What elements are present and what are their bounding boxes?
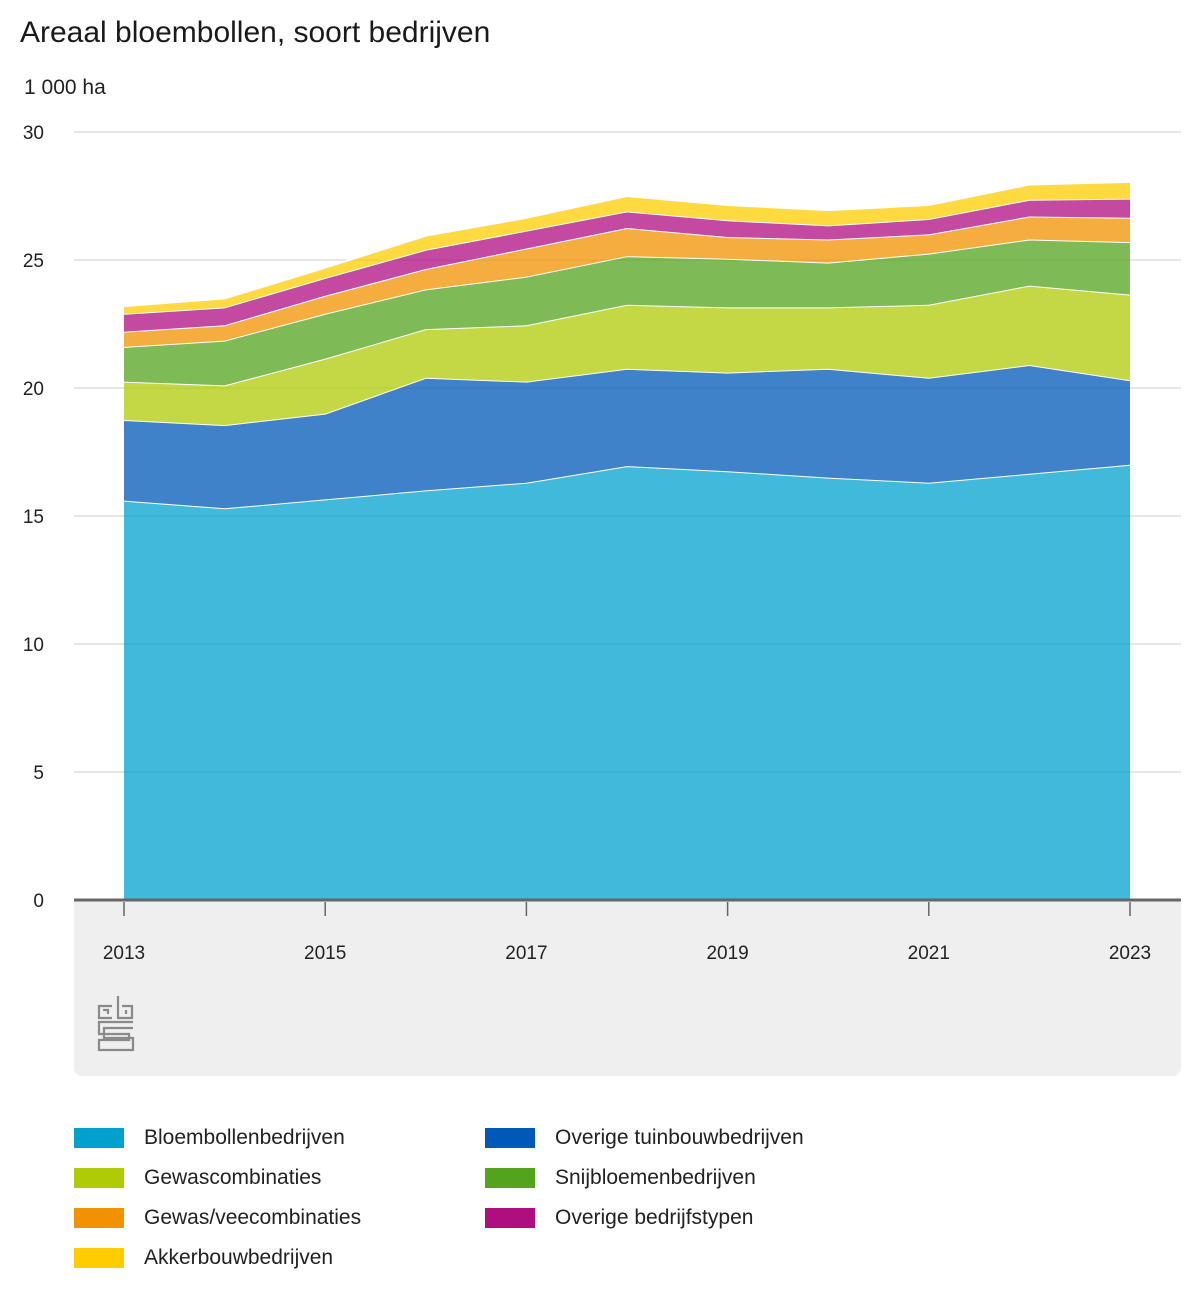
legend-label: Overige bedrijfstypen <box>555 1206 754 1229</box>
area-snijbloemenbedrijven[interactable] <box>124 239 1130 386</box>
legend-label: Bloembollenbedrijven <box>144 1126 345 1149</box>
legend-swatch <box>74 1128 124 1148</box>
area-overige-tuinbouwbedrijven[interactable] <box>124 365 1130 509</box>
y-tick-label: 20 <box>23 379 44 400</box>
area-chart: 0 5 10 15 20 25 30 2013 2015 2017 2019 2021 2023 <box>23 123 1181 964</box>
x-tick-label: 2019 <box>706 943 748 964</box>
x-tick-label: 2021 <box>908 943 950 964</box>
legend-swatch <box>74 1208 124 1228</box>
y-axis-unit-label: 1 000 ha <box>24 76 106 99</box>
area-edge-akkerbouwbedrijven <box>123 180 1131 308</box>
y-tick-label: 30 <box>23 123 44 144</box>
y-tick-label: 15 <box>23 507 44 528</box>
legend-item-gewas-veecombinaties[interactable]: Gewas/veecombinaties <box>74 1198 361 1238</box>
x-tick-label: 2015 <box>304 943 346 964</box>
area-overige-bedrijfstypen[interactable] <box>124 198 1130 332</box>
legend-swatch <box>74 1168 124 1188</box>
x-tick-label: 2017 <box>505 943 547 964</box>
legend-label: Gewas/veecombinaties <box>144 1206 362 1229</box>
legend-label: Akkerbouwbedrijven <box>144 1246 334 1269</box>
y-tick-label: 25 <box>23 251 44 272</box>
legend-label: Overige tuinbouwbedrijven <box>555 1126 804 1149</box>
chart-legend: Bloembollenbedrijven Overige tuinbouwbedr… <box>74 1118 1174 1288</box>
legend-swatch <box>485 1168 535 1188</box>
legend-item-overige-tuinbouwbedrijven[interactable]: Overige tuinbouwbedrijven <box>485 1118 804 1158</box>
legend-item-snijbloemenbedrijven[interactable]: Snijbloemenbedrijven <box>485 1158 756 1198</box>
y-tick-label: 5 <box>33 763 44 784</box>
x-axis-band <box>74 900 1181 1076</box>
area-bloembollenbedrijven[interactable] <box>124 464 1130 900</box>
area-gewas-veecombinaties[interactable] <box>124 216 1130 348</box>
x-tick-label: 2013 <box>103 943 145 964</box>
legend-label: Snijbloemenbedrijven <box>555 1166 756 1189</box>
area-gewascombinaties[interactable] <box>124 285 1130 426</box>
legend-item-bloembollenbedrijven[interactable]: Bloembollenbedrijven <box>74 1118 345 1158</box>
legend-swatch <box>74 1248 124 1268</box>
legend-item-akkerbouwbedrijven[interactable]: Akkerbouwbedrijven <box>74 1238 333 1278</box>
legend-item-gewascombinaties[interactable]: Gewascombinaties <box>74 1158 321 1198</box>
legend-item-overige-bedrijfstypen[interactable]: Overige bedrijfstypen <box>485 1198 753 1238</box>
y-tick-label: 10 <box>23 635 44 656</box>
area-akkerbouwbedrijven[interactable] <box>124 181 1130 314</box>
x-tick-label: 2023 <box>1109 943 1151 964</box>
legend-swatch <box>485 1208 535 1228</box>
y-tick-label: 0 <box>33 891 44 912</box>
legend-swatch <box>485 1128 535 1148</box>
chart-title: Areaal bloembollen, soort bedrijven <box>20 16 491 49</box>
legend-label: Gewascombinaties <box>144 1166 322 1189</box>
cbs-logo-icon <box>97 996 135 1052</box>
